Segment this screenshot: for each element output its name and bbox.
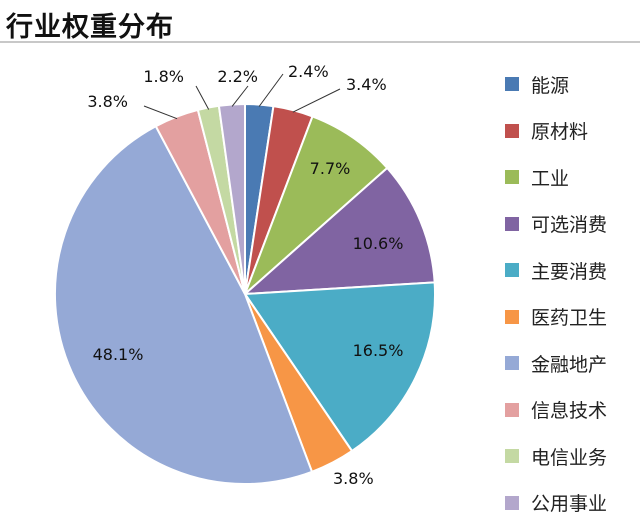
legend-swatch [505,77,519,91]
data-label: 2.2% [217,67,258,86]
pie-slice [242,166,436,296]
data-label: 7.7% [310,159,351,178]
legend-swatch [505,216,519,231]
data-label: 3.8% [333,469,374,488]
legend-label: 信息技术 [531,400,608,422]
legend-label: 可选消费 [531,214,608,236]
title-divider [0,41,640,43]
header: 行业权重分布 [0,0,640,44]
legend-item: 金融地产 [505,351,608,376]
legend-item: 原材料 [505,119,588,143]
legend-swatch [505,402,519,417]
legend-swatch [505,495,519,510]
pie-slice [243,281,437,453]
leader-line [258,73,284,107]
pie-chart: 2.4% 3.4% 7.7% 10.6% 16.5% 3.8% 48.1% 3.8% 1.8% 2… [53,62,437,488]
legend-item: 能源 [505,72,570,97]
chart-title: 行业权重分布 [6,12,174,43]
data-label: 16.5% [353,341,404,360]
legend-item: 主要消费 [505,258,608,283]
legend-label: 能源 [531,74,570,97]
legend-swatch [505,356,519,370]
data-label: 48.1% [93,345,144,364]
data-label: 3.8% [87,92,128,111]
leader-line [195,85,210,110]
legend-label: 主要消费 [531,260,608,283]
leader-line [292,88,341,113]
legend-swatch [505,309,519,324]
pie-slice [53,124,314,486]
legend-label: 金融地产 [531,353,608,376]
data-label: 10.6% [353,234,404,253]
legend-swatch [505,170,519,184]
legend-item: 电信业务 [505,444,608,469]
leader-line [143,105,178,120]
legend-swatch [505,263,519,277]
data-label: 3.4% [346,75,387,94]
legend-item: 可选消费 [505,212,607,236]
legend-item: 信息技术 [505,398,607,422]
legend-label: 电信业务 [531,446,608,469]
pie-slice [217,102,246,295]
legend-swatch [505,123,519,138]
legend-item: 工业 [505,165,570,190]
legend-swatch [505,449,519,463]
data-label: 1.8% [143,67,184,86]
legend-label: 工业 [531,167,570,190]
legend-label: 原材料 [531,121,589,143]
data-label: 2.4% [288,62,329,81]
legend-item: 公用事业 [505,491,607,515]
legend-label: 公用事业 [531,493,608,515]
leader-line [231,85,249,107]
legend-item: 医药卫生 [505,305,607,329]
legend-label: 医药卫生 [531,307,608,329]
